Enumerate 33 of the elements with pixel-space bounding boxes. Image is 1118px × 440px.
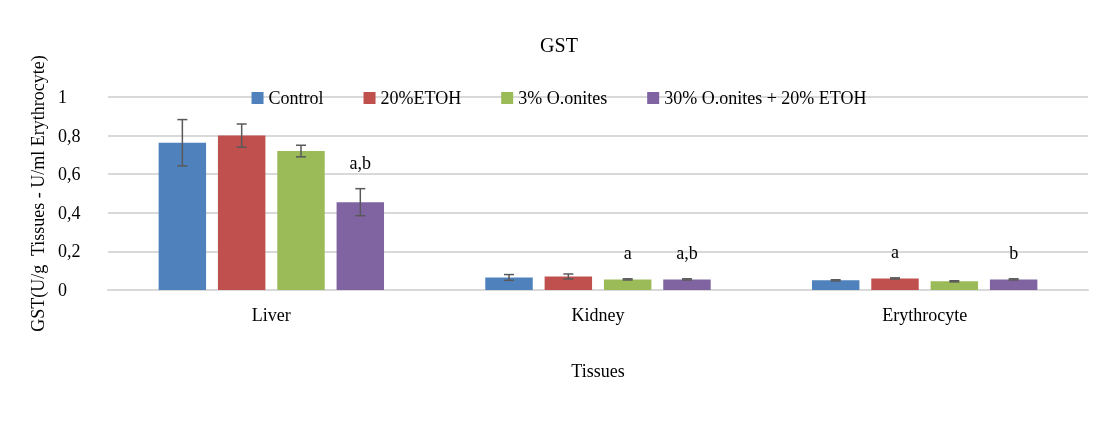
x-axis-title: Tissues: [571, 361, 625, 381]
y-tick-label: 0: [58, 280, 67, 300]
bar: [217, 135, 266, 290]
legend-label: 3% O.onites: [518, 88, 608, 108]
data-label: a: [623, 242, 632, 263]
legend-label: Control: [268, 88, 324, 108]
y-tick-label: 0,8: [58, 125, 81, 146]
bar: [603, 279, 652, 290]
bar: [989, 279, 1038, 290]
bar: [485, 277, 533, 290]
bar: [811, 280, 860, 290]
y-axis-title: GST(U/g Tissues - U/ml Erythrocyte): [28, 55, 50, 332]
y-tick-label: 1: [58, 87, 67, 107]
bar: [871, 278, 919, 290]
y-tick-label: 0,2: [58, 241, 81, 262]
x-tick-label: Liver: [251, 305, 291, 325]
bar: [544, 276, 593, 290]
legend-label: 20%ETOH: [380, 88, 462, 108]
chart-title: GST: [540, 34, 578, 56]
bar: [663, 279, 711, 290]
bar: [277, 151, 325, 290]
x-tick-label: Erythrocyte: [882, 305, 968, 325]
data-label: a,b: [676, 242, 698, 263]
bar: [930, 281, 979, 290]
bar: [336, 202, 385, 290]
y-tick-label: 0,4: [58, 202, 81, 223]
x-tick-label: Kidney: [571, 305, 625, 325]
bar: [158, 142, 207, 290]
data-label: a: [891, 241, 900, 262]
data-label: a,b: [349, 152, 372, 173]
data-label: b: [1009, 242, 1019, 263]
legend-label: 30% O.onites + 20% ETOH: [664, 88, 867, 108]
y-tick-label: 0,6: [58, 164, 81, 185]
